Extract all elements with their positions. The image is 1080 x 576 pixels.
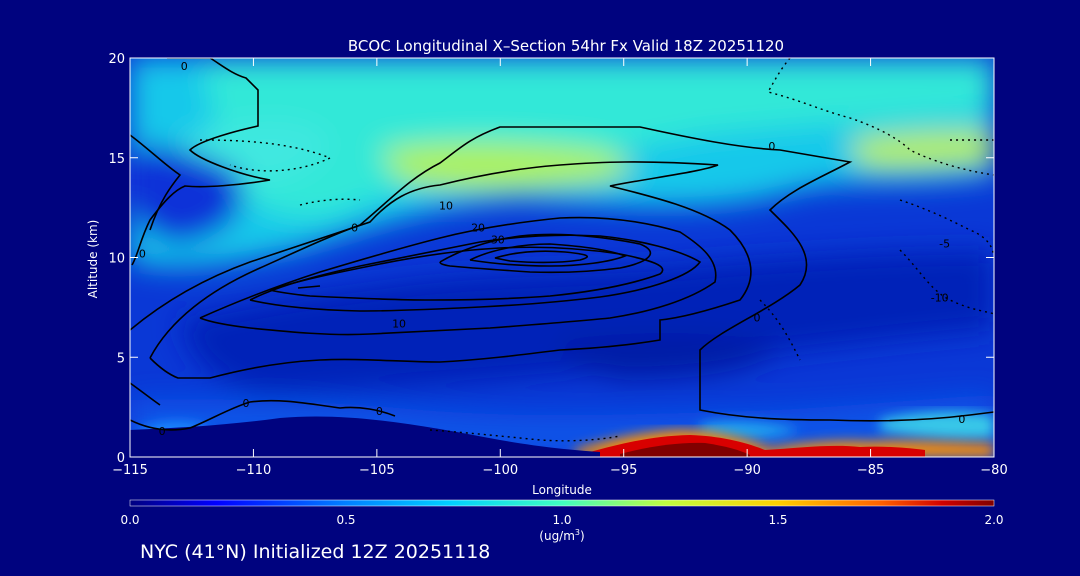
footer-caption: NYC (41°N) Initialized 12Z 20251118 bbox=[140, 541, 491, 563]
contour-label: 0 bbox=[958, 413, 965, 426]
contour-label: -5 bbox=[939, 238, 950, 251]
y-tick-label: 20 bbox=[108, 52, 125, 67]
y-tick-label: 5 bbox=[117, 351, 125, 366]
x-tick-label: −105 bbox=[359, 463, 395, 478]
contour-label: 0 bbox=[243, 397, 250, 410]
colorbar-tick-label: 2.0 bbox=[984, 513, 1003, 527]
contour-label: 10 bbox=[439, 200, 453, 213]
contour-labels: 0 0 0 10 20 30 10 0 0 0 0 -5 -10 0 0 bbox=[139, 60, 966, 438]
x-tick-label: −90 bbox=[733, 463, 760, 478]
chart-title: BCOC Longitudinal X–Section 54hr Fx Vali… bbox=[348, 37, 784, 55]
contour-label: -10 bbox=[931, 291, 949, 304]
y-tick-label: 10 bbox=[108, 252, 125, 267]
concentration-field bbox=[130, 58, 994, 457]
x-tick-label: −80 bbox=[980, 463, 1007, 478]
colorbar-ticks: 0.0 0.5 1.0 1.5 2.0 bbox=[120, 513, 1003, 527]
y-axis-label: Altitude (km) bbox=[86, 220, 100, 299]
colorbar-tick-label: 0.0 bbox=[120, 513, 139, 527]
contour-label: 10 bbox=[392, 317, 406, 330]
y-tick-label: 0 bbox=[117, 451, 125, 466]
colorbar-tick-label: 0.5 bbox=[336, 513, 355, 527]
x-axis-label: Longitude bbox=[532, 483, 592, 497]
x-tick-label: −100 bbox=[482, 463, 518, 478]
contour-label: 0 bbox=[159, 425, 166, 438]
contour-label: 20 bbox=[471, 222, 485, 235]
y-axis: 0 5 10 15 20 bbox=[108, 52, 994, 466]
colorbar-tick-label: 1.5 bbox=[768, 513, 787, 527]
colorbar-unit-label: (ug/m3) bbox=[539, 528, 584, 543]
x-tick-label: −115 bbox=[112, 463, 148, 478]
contour-label: 0 bbox=[181, 60, 188, 73]
contour-label: 0 bbox=[351, 222, 358, 235]
colorbar bbox=[129, 499, 995, 507]
contour-label: 0 bbox=[754, 311, 761, 324]
colorbar-tick-label: 1.0 bbox=[552, 513, 571, 527]
negative-contours bbox=[199, 58, 994, 442]
contour-label: 0 bbox=[376, 405, 383, 418]
contour-label: 0 bbox=[139, 248, 146, 261]
contour-label: 30 bbox=[491, 234, 505, 247]
y-tick-label: 15 bbox=[108, 152, 125, 167]
x-tick-label: −110 bbox=[236, 463, 272, 478]
x-tick-label: −95 bbox=[610, 463, 637, 478]
x-axis: −115 −110 −105 −100 −95 −90 −85 −80 bbox=[112, 58, 1008, 478]
x-tick-label: −85 bbox=[857, 463, 884, 478]
contour-label: 0 bbox=[768, 140, 775, 153]
contour-lines bbox=[130, 58, 994, 431]
